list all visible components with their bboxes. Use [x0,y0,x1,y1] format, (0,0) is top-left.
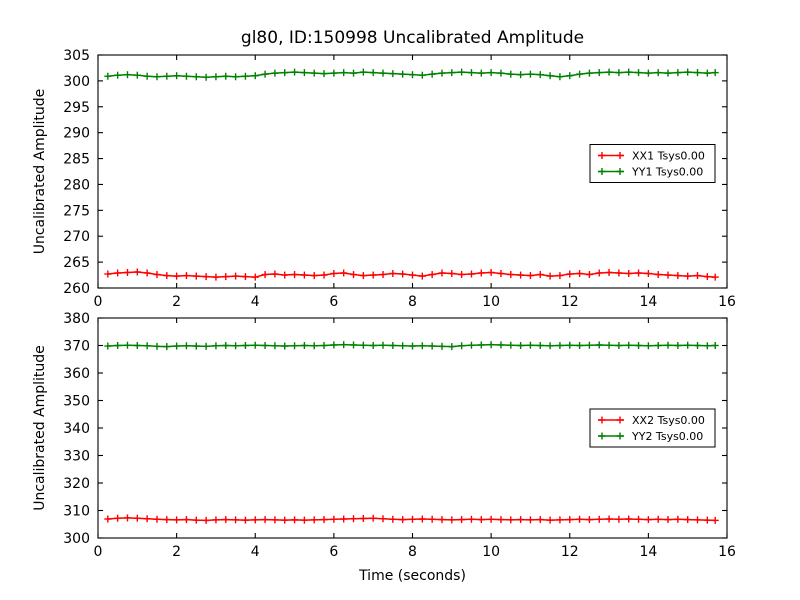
x-tick-label: 12 [561,544,579,560]
y-tick-label: 360 [63,366,90,382]
y-tick-label: 285 [63,152,90,168]
y-tick-label: 280 [63,177,90,193]
legend-swatch-0 [598,152,624,159]
y-tick-label: 310 [63,504,90,520]
y-tick-label: 380 [63,311,90,327]
x-tick-label: 14 [639,294,657,310]
x-tick-label: 8 [408,294,417,310]
y-tick-label: 295 [63,100,90,116]
legend-top[interactable]: XX1 Tsys0.00 YY1 Tsys0.00 [589,144,716,183]
markers-yy2 [104,341,719,351]
y-tick-label: 275 [63,203,90,219]
legend-label-0: XX2 Tsys0.00 [632,414,705,427]
x-tick-label: 2 [172,544,181,560]
x-tick-label: 0 [94,294,103,310]
x-axis-label: Time (seconds) [358,568,466,584]
legend-swatch-0 [598,416,624,424]
legend-label-0: XX1 Tsys0.00 [632,150,705,163]
x-tick-label: 6 [329,544,338,560]
markers-yy1 [104,68,719,81]
x-tick-label: 4 [251,294,260,310]
x-tick-label: 6 [329,294,338,310]
x-tick-label: 16 [718,544,736,560]
axes-panel-bottom: 0 2 4 6 8 10 12 14 16 300 310 320 330 340 350 360 370 380… [32,311,736,584]
y-tick-label: 350 [63,394,90,410]
x-tick-label: 10 [482,544,500,560]
markers-xx2 [104,514,719,524]
legend-swatch-1 [598,432,624,440]
legend-label-1: YY1 Tsys0.00 [631,166,703,179]
x-tick-label: 4 [251,544,260,560]
y-tick-label: 305 [63,48,90,64]
legend-label-1: YY2 Tsys0.00 [631,430,703,443]
y-tick-label: 330 [63,449,90,465]
y-axis-label: Uncalibrated Amplitude [32,345,48,511]
y-tick-label: 320 [63,476,90,492]
legend-frame [589,144,716,183]
x-tick-label: 14 [639,544,657,560]
y-tick-label: 300 [63,531,90,547]
x-tick-label: 8 [408,544,417,560]
legend-swatch-1 [598,168,624,175]
y-tick-label: 265 [63,255,90,271]
x-tick-label: 10 [482,294,500,310]
x-tick-label: 16 [718,294,736,310]
figure-title: gl80, ID:150998 Uncalibrated Amplitude [241,28,584,48]
x-tick-label: 2 [172,294,181,310]
legend-bottom[interactable]: XX2 Tsys0.00 YY2 Tsys0.00 [589,408,716,448]
y-tick-label: 290 [63,126,90,142]
y-tick-label: 270 [63,229,90,245]
y-tick-label: 260 [63,281,90,297]
y-tick-label: 370 [63,339,90,355]
legend-frame [589,408,716,448]
x-tick-label: 0 [94,544,103,560]
y-axis-label: Uncalibrated Amplitude [32,89,48,255]
markers-xx1 [104,268,719,281]
y-tick-label: 300 [63,74,90,90]
axes-panel-top: 0 2 4 6 8 10 12 14 16 260 265 270 275 280 285 290 295 300… [32,28,736,310]
y-tick-label: 340 [63,421,90,437]
x-tick-label: 12 [561,294,579,310]
